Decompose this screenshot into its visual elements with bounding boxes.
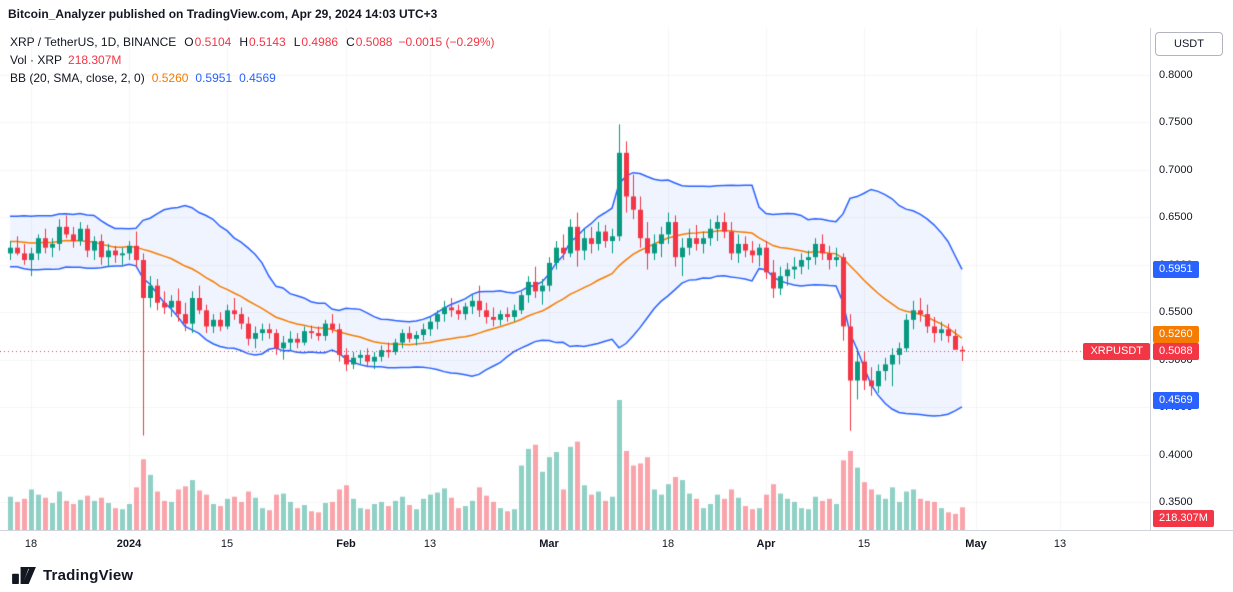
time-tick-label: 13 xyxy=(1053,538,1067,550)
time-tick-label: 18 xyxy=(661,538,675,550)
bb-lower-badge: 0.4569 xyxy=(1153,392,1199,410)
time-tick-label: May xyxy=(965,538,987,550)
bb-label: BB (20, SMA, close, 2, 0) xyxy=(10,71,145,85)
price-pane: XRP / TetherUS, 1D, BINANCE O0.5104 H0.514… xyxy=(0,28,1150,530)
price-tick-label: 0.8000 xyxy=(1159,69,1193,81)
time-tick-label: 15 xyxy=(857,538,871,550)
currency-button: USDT xyxy=(1155,32,1223,56)
bb-upper-badge: 0.5951 xyxy=(1153,260,1199,278)
bb-value: 0.4569 xyxy=(239,71,276,85)
volume-badge: 218.307M xyxy=(1153,509,1214,527)
symbol-title: XRP / TetherUS, 1D, BINANCE xyxy=(10,35,177,49)
legend-symbol-row: XRP / TetherUS, 1D, BINANCE O0.5104 H0.514… xyxy=(10,33,495,51)
legend-bb-row: BB (20, SMA, close, 2, 0) 0.5260 0.5951 0.4… xyxy=(10,69,495,87)
ohlc-letter: C xyxy=(346,35,355,49)
footer: TradingView xyxy=(0,558,1233,592)
time-tick-label: 2024 xyxy=(116,538,142,550)
price-tick-label: 0.7000 xyxy=(1159,163,1193,176)
time-tick-label: Feb xyxy=(336,538,356,550)
ohlc-value: 0.5143 xyxy=(249,35,286,49)
time-tick-label: Apr xyxy=(756,538,776,550)
ohlc-value: 0.5104 xyxy=(194,35,232,49)
tradingview-wordmark[interactable]: TradingView xyxy=(43,566,134,584)
bb-value: 0.5951 xyxy=(195,71,233,85)
ohlc-value: 0.5088 xyxy=(355,35,393,49)
last-price-badge: 0.5088 xyxy=(1153,342,1199,360)
time-tick-label: 18 xyxy=(24,538,38,550)
time-axis: 18 2024 15 Feb 13 Mar 18 Apr 15 May 13 xyxy=(0,530,1233,558)
legend-volume-row: Vol · XRP 218.307M xyxy=(10,51,495,69)
ohlc-letter: H xyxy=(239,35,249,49)
bb-value: 0.5260 xyxy=(151,71,189,85)
price-tick-label: 0.7500 xyxy=(1159,116,1193,129)
symbol-last-price-tag: XRPUSDT xyxy=(1083,342,1150,360)
volume-value: 218.307M xyxy=(68,53,122,67)
legend: XRP / TetherUS, 1D, BINANCE O0.5104 H0.514… xyxy=(10,33,495,87)
time-tick-label: 15 xyxy=(220,538,234,550)
bb-values: 0.5260 0.5951 0.4569 xyxy=(145,71,276,85)
time-tick-label: 13 xyxy=(423,538,437,550)
price-tick-label: 0.3500 xyxy=(1159,496,1193,508)
tradingview-logo-icon[interactable] xyxy=(12,566,36,584)
time-tick-label: Mar xyxy=(539,538,559,550)
change-value: −0.0015 (−0.29%) xyxy=(398,35,495,49)
volume-label: Vol · XRP xyxy=(10,53,63,67)
ohlc-letter: O xyxy=(184,35,194,49)
chart-area: XRP / TetherUS, 1D, BINANCE O0.5104 H0.514… xyxy=(0,28,1233,530)
chart-canvas[interactable] xyxy=(0,28,1150,530)
attribution-text: Bitcoin_Analyzer published on TradingVie… xyxy=(8,7,438,21)
price-tick-label: 0.4000 xyxy=(1159,448,1193,461)
price-tick-label: 0.5500 xyxy=(1159,306,1193,319)
ohlc-values: O0.5104 H0.5143 L0.4986 C0.5088 xyxy=(176,35,392,49)
ohlc-value: 0.4986 xyxy=(301,35,339,49)
price-axis: USDT 0.80000.75000.70000.65000.60000.550… xyxy=(1150,28,1233,530)
bb-basis-badge: 0.5260 xyxy=(1153,326,1199,344)
ohlc-letter: L xyxy=(293,35,301,49)
price-tick-label: 0.6500 xyxy=(1159,211,1193,224)
